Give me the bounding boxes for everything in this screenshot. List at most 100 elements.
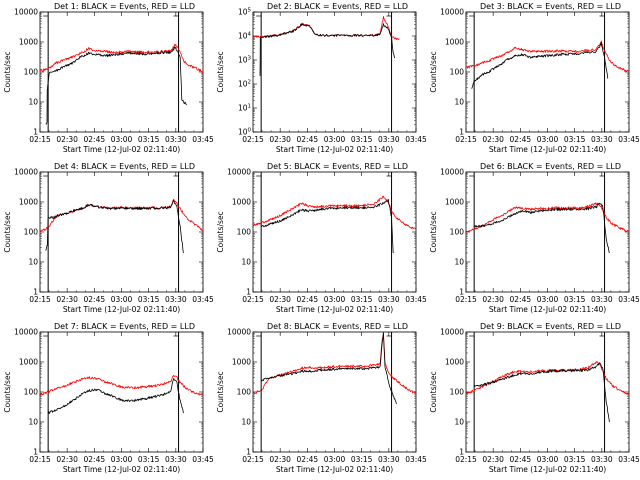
y-tick-label: 10000 [440,168,464,177]
x-tick-label: 03:15 [138,135,160,144]
series-group [40,198,203,254]
x-tick-label: 03:45 [192,455,213,464]
chart-svg: 1 10 100 1000 10000 02:15 02:30 02:45 03:00 03:15… [3,2,213,154]
y-tick-label: 1000 [445,198,464,207]
series-group [253,15,400,76]
x-tick-label: 03:45 [618,135,639,144]
y-tick-label: 104 [238,32,252,41]
y-axis-label: Counts/sec [216,211,225,252]
series-line-events [260,332,397,404]
series-line-events [45,200,184,254]
series-group [40,44,203,125]
x-tick-label: 03:15 [351,295,373,304]
x-tick-label: 03:15 [564,135,586,144]
x-axis-label: Start Time (12-Jul-02 02:11:40) [489,145,606,154]
chart-svg: 1 10 100 1000 10000 02:15 02:30 02:45 03:00 03:15… [429,2,639,154]
x-tick-label: 02:45 [510,135,532,144]
x-tick-label: 03:45 [192,135,213,144]
chart-svg: 1 10 100 1000 10000 02:15 02:30 02:45 03:00 03:15… [3,322,213,474]
x-tick-label: 03:30 [165,135,187,144]
y-axis-label: Counts/sec [429,211,438,252]
x-tick-label: 03:15 [138,455,160,464]
x-tick-label: 02:15 [455,135,477,144]
series-line-events [473,202,610,254]
y-tick-label: 1000 [445,358,464,367]
x-tick-label: 03:00 [324,135,346,144]
y-tick-label: 1 [33,288,38,297]
x-tick-label: 02:15 [242,135,264,144]
x-tick-label: 02:15 [455,295,477,304]
x-tick-label: 02:45 [84,295,106,304]
y-tick-label: 100 [24,388,39,397]
y-tick-label: 10 [28,418,38,427]
x-tick-label: 03:00 [537,295,559,304]
series-line-events [260,198,394,254]
y-tick-label: 1 [459,128,464,137]
x-tick-label: 02:45 [510,455,532,464]
x-tick-label: 03:30 [165,295,187,304]
series-line-lld [40,44,203,74]
detector-panel-7: 1 10 100 1000 10000 02:15 02:30 02:45 03:00 03:15… [0,320,213,480]
chart-title: Det 1: BLACK = Events, RED = LLD [54,2,195,11]
chart-svg: 1 10 100 1000 10000 02:15 02:30 02:45 03:00 03:15… [216,322,426,474]
y-tick-label: 1 [33,128,38,137]
y-tick-label: 10 [454,98,464,107]
detector-panel-6: 1 10 100 1000 10000 02:15 02:30 02:45 03:00 03:15… [426,160,639,320]
y-tick-label: 10 [454,258,464,267]
y-axis-label: Counts/sec [3,211,12,252]
x-tick-label: 02:30 [269,295,291,304]
x-tick-label: 03:15 [351,455,373,464]
x-tick-label: 03:00 [537,135,559,144]
x-axis-label: Start Time (12-Jul-02 02:11:40) [276,465,393,474]
chart-svg: 1 10 100 1000 10000 02:15 02:30 02:45 03:00 03:15… [429,322,639,474]
y-tick-label: 10 [28,258,38,267]
y-tick-label: 10000 [14,328,38,337]
x-tick-label: 02:45 [297,295,319,304]
y-tick-label: 1000 [19,358,38,367]
y-tick-label: 1 [459,288,464,297]
x-tick-label: 02:30 [56,455,78,464]
y-tick-label: 101 [238,104,251,113]
x-axis-label: Start Time (12-Jul-02 02:11:40) [489,465,606,474]
y-tick-label: 100 [24,228,39,237]
chart-title: Det 7: BLACK = Events, RED = LLD [54,322,195,331]
y-axis-label: Counts/sec [3,371,12,412]
x-axis-label: Start Time (12-Jul-02 02:11:40) [276,305,393,314]
x-tick-label: 03:30 [591,455,613,464]
y-tick-label: 10000 [227,328,251,337]
series-line-lld [253,332,416,394]
y-tick-label: 10000 [227,168,251,177]
series-line-events [47,378,184,415]
x-tick-label: 03:45 [192,295,213,304]
x-tick-label: 02:15 [29,455,51,464]
y-tick-label: 10000 [14,8,38,17]
x-tick-label: 02:15 [29,295,51,304]
x-tick-label: 03:45 [405,455,426,464]
x-tick-label: 02:30 [56,295,78,304]
x-tick-label: 02:30 [482,295,504,304]
x-tick-label: 02:15 [242,295,264,304]
x-tick-label: 03:15 [564,455,586,464]
series-group [253,332,416,404]
x-tick-label: 03:30 [378,295,400,304]
x-tick-label: 03:00 [324,295,346,304]
y-axis-label: Counts/sec [216,371,225,412]
y-tick-label: 1 [246,288,251,297]
x-tick-label: 03:00 [111,135,133,144]
y-tick-label: 100 [450,228,465,237]
chart-title: Det 8: BLACK = Events, RED = LLD [267,322,408,331]
y-tick-label: 1 [459,448,464,457]
series-group [466,361,629,423]
y-tick-label: 100 [237,388,252,397]
x-tick-label: 03:00 [537,455,559,464]
x-tick-label: 03:15 [351,135,373,144]
series-group [40,375,203,415]
y-tick-label: 100 [238,128,252,137]
x-tick-label: 02:45 [297,455,319,464]
x-tick-label: 02:45 [297,135,319,144]
x-tick-label: 03:00 [111,455,133,464]
x-tick-label: 02:45 [510,295,532,304]
detector-panel-1: 1 10 100 1000 10000 02:15 02:30 02:45 03:00 03:15… [0,0,213,160]
detector-panel-4: 1 10 100 1000 10000 02:15 02:30 02:45 03:00 03:15… [0,160,213,320]
series-line-events [473,362,610,423]
